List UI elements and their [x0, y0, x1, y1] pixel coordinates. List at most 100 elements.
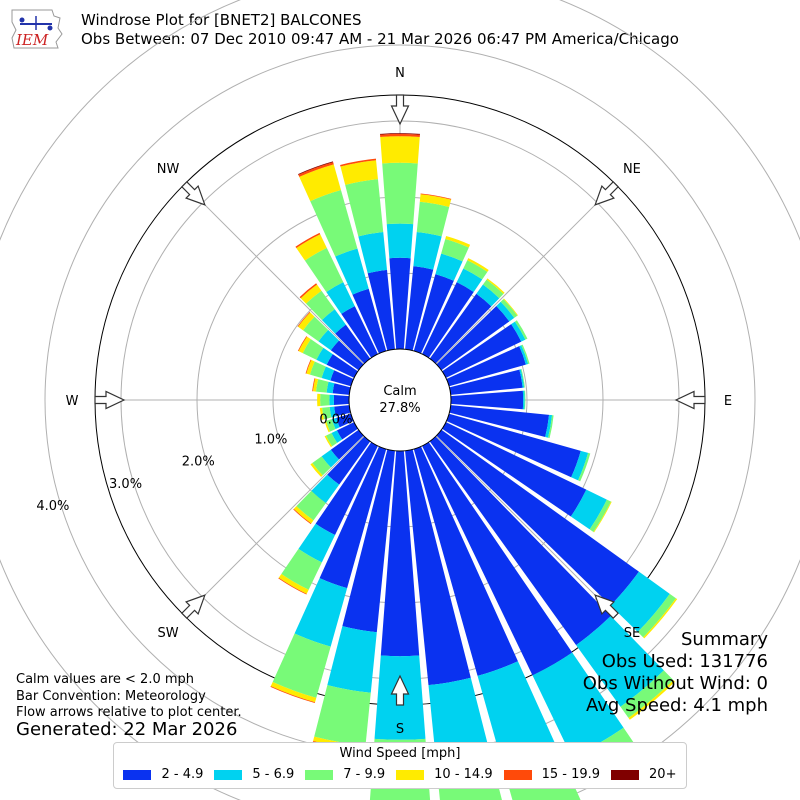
windrose-bar-segment [442, 422, 587, 517]
windrose-bar-segment [413, 232, 442, 270]
windrose-bar-segment [272, 633, 331, 698]
windrose-bar-segment [449, 369, 523, 395]
windrose-bar-segment [341, 306, 378, 358]
windrose-bar-segment [317, 393, 321, 407]
chart-title: Windrose Plot for [BNET2] BALCONES [81, 11, 362, 29]
windrose-bar-segment [324, 435, 333, 448]
legend-label: 2 - 4.9 [161, 767, 204, 782]
windrose-bar-segment [496, 301, 515, 322]
windrose-bar-segment [319, 407, 325, 420]
windrose-bar-segment [333, 395, 350, 405]
windrose-bar-segment [325, 432, 338, 447]
direction-label: NE [623, 162, 641, 177]
windrose-bar-segment [446, 413, 581, 478]
windrose-bar-segment [358, 232, 388, 274]
windrose-bar-segment [293, 508, 312, 525]
summary-obs-without-wind: Obs Without Wind: 0 [582, 673, 768, 694]
windrose-bar-segment [315, 442, 378, 535]
windrose-bar-segment [386, 223, 414, 259]
direction-label: E [724, 394, 732, 409]
windrose-bar-segment [532, 652, 624, 758]
windrose-bar-segment [450, 390, 524, 410]
legend-swatch [214, 769, 243, 780]
flow-arrow-icon [390, 674, 410, 706]
windrose-bar-segment [303, 316, 329, 342]
windrose-bar-segment [519, 345, 529, 365]
windrose-bar-segment [300, 284, 322, 304]
windrose-bar-segment [299, 164, 341, 202]
windrose-bar-segment [326, 419, 336, 432]
calm-label: Calm [383, 384, 416, 399]
windrose-bar-segment [380, 136, 420, 164]
windrose-bar-segment [329, 394, 334, 406]
logo-text: IEM [15, 31, 49, 49]
windrose-bar-segment [413, 274, 454, 354]
windrose-bar-segment [298, 162, 334, 177]
windrose-bar-segment [309, 361, 326, 378]
direction-labels: N NE E SE S SW W NW [66, 66, 733, 737]
windrose-bar-segment [326, 354, 358, 378]
windrose-bar-segment [463, 260, 488, 280]
windrose-bar-segment [320, 394, 330, 406]
windrose-bar-segment [310, 463, 323, 478]
windrose-bar-segment [281, 548, 322, 590]
windrose-bar-segment [298, 523, 336, 563]
windrose-bar-segment [296, 490, 326, 521]
windrose-bar-segment [305, 290, 335, 320]
flow-arrow-icon [674, 390, 706, 410]
windrose-bar-segment [278, 573, 309, 594]
windrose-bar-segment [296, 234, 327, 261]
flow-arrows-note: Flow arrows relative to plot center. [16, 705, 242, 720]
windrose-bar-segment [405, 266, 434, 351]
generated-date: Generated: 22 Mar 2026 [16, 719, 238, 740]
flow-arrow-icon [594, 181, 619, 206]
legend-item: 20+ [611, 767, 676, 782]
windrose-bar-segment [316, 347, 333, 365]
windrose-bar-segment [436, 305, 510, 371]
legend: Wind Speed [mph] 2 - 4.9 5 - 6.9 7 - 9.9 10… [113, 742, 687, 789]
windrose-bar-segment [620, 670, 674, 718]
calm-circle: Calm 27.8% [348, 348, 452, 452]
windrose-bar-segment [610, 571, 670, 633]
windrose-bar-segment [322, 407, 332, 420]
windrose-bar-segment [519, 369, 525, 388]
windrose-bar-segment [446, 346, 526, 387]
windrose-bar-segment [524, 390, 526, 410]
legend-label: 20+ [649, 767, 677, 782]
legend-item: 5 - 6.9 [214, 767, 294, 782]
direction-label: NW [157, 162, 180, 177]
windrose-bar-segment [331, 417, 340, 430]
windrose-bar-segment [514, 320, 528, 340]
legend-swatch [305, 769, 334, 780]
windrose-bar-segment [422, 282, 474, 358]
flow-arrows [94, 94, 706, 706]
windrose-bar-segment [416, 201, 450, 237]
windrose-bar-segment [278, 577, 307, 595]
windrose-bar-segment [299, 283, 318, 299]
windrose-bar-segment [335, 248, 369, 295]
windrose-bar-segment [456, 268, 483, 292]
windrose-bar-segment [330, 340, 364, 371]
grid-spoke [435, 183, 617, 365]
windrose-bar-segment [379, 133, 421, 135]
windrose-bar-segment [380, 450, 420, 657]
calm-value: 27.8% [379, 401, 420, 416]
windrose-bar-segment [482, 279, 504, 299]
windrose-bar-segment [345, 179, 384, 237]
windrose-bar-segment [503, 298, 518, 316]
windrose-bar-segment [311, 474, 340, 504]
windrose-bar-segment [314, 685, 371, 746]
windrose-bar-segment [334, 405, 351, 417]
direction-label: SW [158, 626, 179, 641]
windrose-bar-segment [548, 415, 554, 439]
grid-spoke [183, 435, 365, 617]
radial-label: 4.0% [36, 499, 69, 514]
windrose-bar-segment [298, 161, 334, 175]
windrose-bar-segment [445, 236, 471, 248]
legend-swatch [396, 769, 425, 780]
windrose-bar-segment [306, 359, 315, 375]
windrose-bar-segment [628, 680, 676, 720]
legend-swatch [123, 769, 152, 780]
windrose-bar-segment [578, 452, 591, 482]
